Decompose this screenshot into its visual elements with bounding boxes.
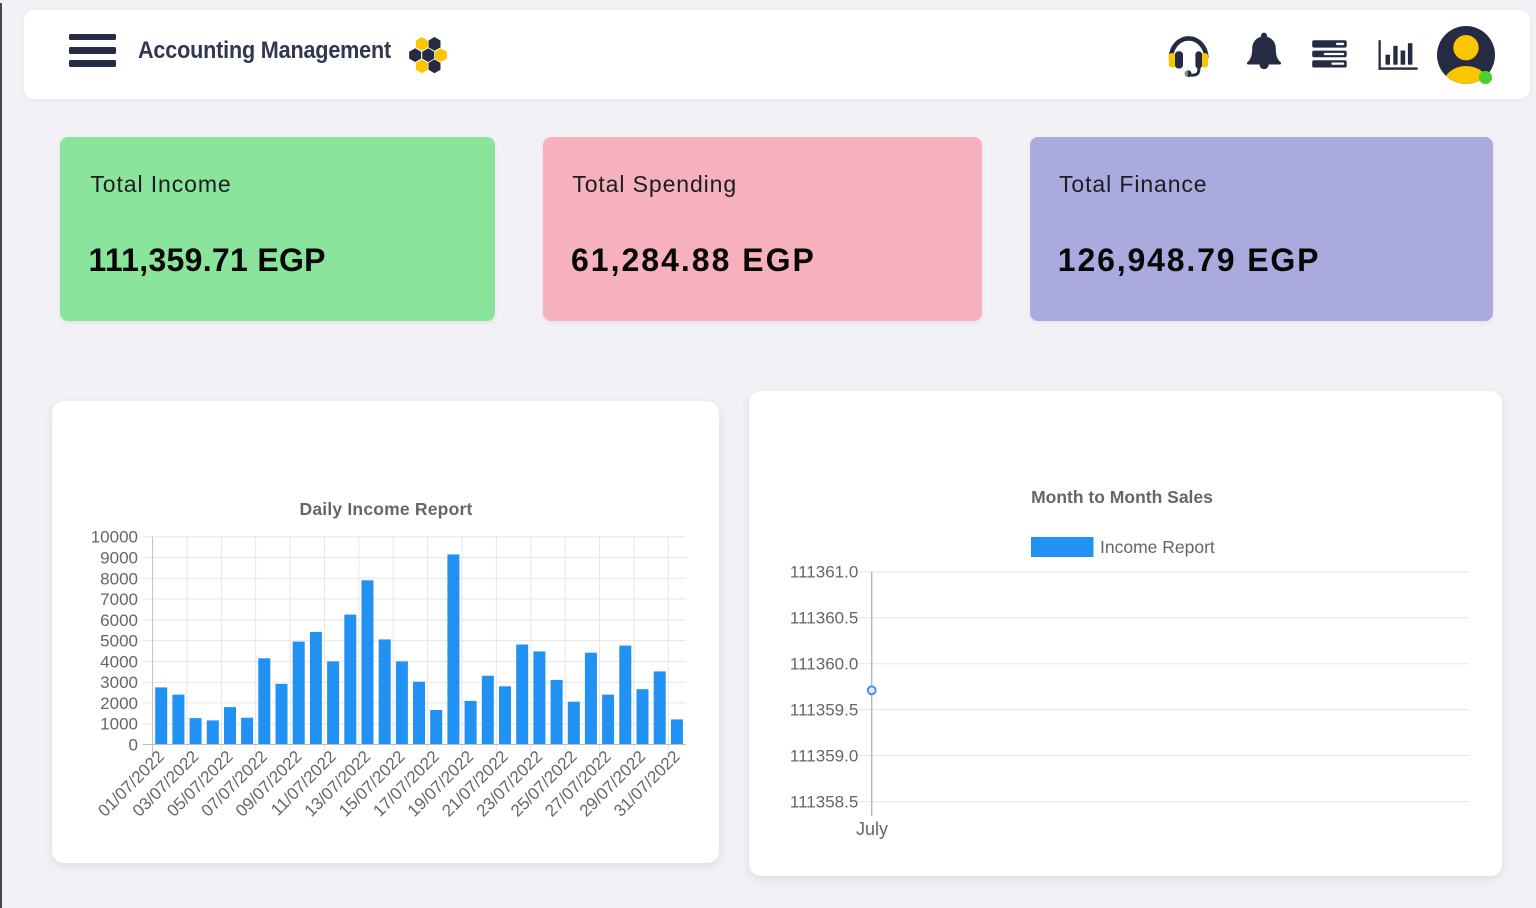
svg-text:July: July xyxy=(856,819,888,839)
svg-text:6000: 6000 xyxy=(100,611,138,630)
svg-text:111359.0: 111359.0 xyxy=(790,747,858,766)
svg-text:9000: 9000 xyxy=(100,549,138,568)
svg-text:111361.0: 111361.0 xyxy=(790,563,858,582)
svg-text:8000: 8000 xyxy=(100,569,138,588)
svg-text:10000: 10000 xyxy=(91,528,138,547)
svg-text:2000: 2000 xyxy=(100,694,138,713)
svg-text:5000: 5000 xyxy=(100,632,138,651)
svg-text:0: 0 xyxy=(129,736,138,755)
svg-text:111360.5: 111360.5 xyxy=(790,609,858,628)
svg-text:1000: 1000 xyxy=(100,715,138,734)
svg-text:Daily Income Report: Daily Income Report xyxy=(299,499,472,519)
svg-text:111358.5: 111358.5 xyxy=(790,793,858,812)
svg-text:Month to Month Sales: Month to Month Sales xyxy=(1031,487,1213,507)
svg-text:111359.5: 111359.5 xyxy=(790,701,858,720)
svg-text:3000: 3000 xyxy=(100,673,138,692)
svg-text:Income Report: Income Report xyxy=(1100,537,1215,557)
svg-text:4000: 4000 xyxy=(100,652,138,671)
svg-text:111360.0: 111360.0 xyxy=(790,655,858,674)
svg-text:7000: 7000 xyxy=(100,590,138,609)
